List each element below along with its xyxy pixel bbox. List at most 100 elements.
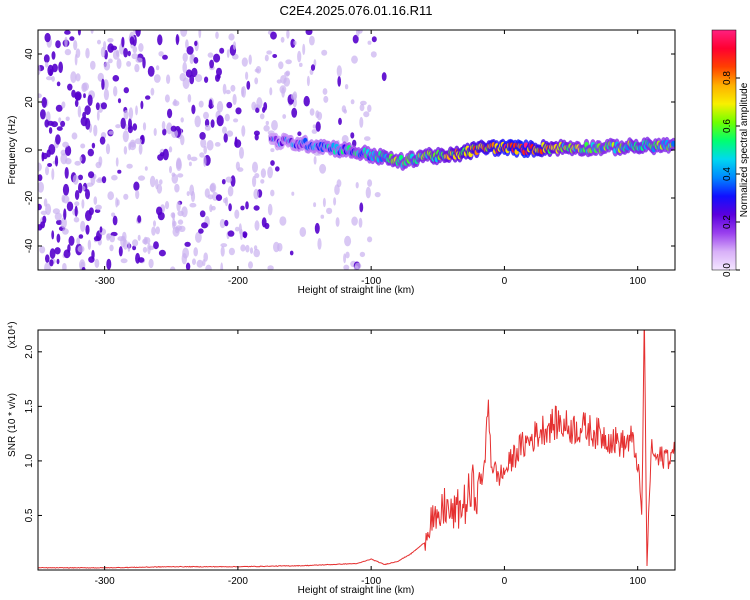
noise-speckle <box>112 75 120 82</box>
noise-speckle <box>127 125 133 134</box>
noise-speckle <box>49 248 56 259</box>
noise-speckle <box>138 43 144 52</box>
noise-speckle <box>261 217 267 228</box>
snr-x-ticks: -300 -200 -100 0 100 <box>95 330 646 587</box>
noise-speckle <box>93 235 101 242</box>
noise-speckle <box>67 244 71 253</box>
noise-speckle <box>291 107 298 118</box>
noise-speckle <box>271 120 278 131</box>
x-tick-label: -300 <box>95 576 115 587</box>
noise-speckle <box>63 208 67 220</box>
noise-speckle <box>128 107 134 120</box>
noise-speckle <box>193 57 199 64</box>
noise-speckle <box>153 241 159 250</box>
noise-speckle <box>135 30 141 37</box>
noise-speckle <box>103 88 109 101</box>
noise-speckle <box>55 104 63 112</box>
noise-speckle <box>164 94 170 103</box>
noise-speckle <box>117 236 125 242</box>
noise-speckle <box>322 88 328 95</box>
noise-speckle <box>97 39 101 45</box>
noise-speckle <box>94 258 100 268</box>
noise-speckle <box>74 201 80 207</box>
noise-speckle <box>309 108 315 116</box>
noise-speckle <box>122 130 129 143</box>
noise-speckle <box>65 145 72 156</box>
noise-speckle <box>42 215 47 224</box>
noise-speckle <box>189 202 197 208</box>
noise-speckle <box>56 258 60 265</box>
noise-speckle <box>333 197 337 206</box>
noise-speckle <box>111 174 118 181</box>
noise-speckle <box>249 247 254 254</box>
noise-speckle <box>56 126 63 131</box>
noise-speckle <box>174 183 180 193</box>
noise-speckle <box>71 132 78 140</box>
noise-speckle <box>74 99 79 108</box>
noise-speckle <box>132 123 138 131</box>
x-tick-label: 100 <box>629 276 646 287</box>
colorbar-tick-label: 0.8 <box>722 71 733 85</box>
y-tick-label: -20 <box>24 190 35 205</box>
noise-speckle <box>353 265 359 270</box>
noise-speckle <box>309 35 315 46</box>
noise-speckle <box>126 163 133 169</box>
x-tick-label: 100 <box>629 576 646 587</box>
noise-speckle <box>262 106 266 113</box>
noise-speckle <box>267 203 273 216</box>
noise-speckle <box>51 230 55 240</box>
noise-speckle <box>164 201 170 210</box>
noise-speckle <box>311 129 318 134</box>
noise-speckle <box>96 110 100 121</box>
noise-speckle <box>248 54 252 65</box>
noise-speckle <box>267 265 274 270</box>
noise-speckle <box>313 156 317 165</box>
noise-speckle <box>159 179 163 185</box>
noise-speckle <box>40 109 46 120</box>
noise-speckle <box>77 245 85 253</box>
noise-speckle <box>101 176 107 184</box>
noise-speckle <box>169 165 172 174</box>
noise-speckle <box>253 245 258 251</box>
noise-speckle <box>248 261 253 269</box>
spectrogram-x-ticks: -300 -200 -100 0 100 <box>95 30 646 287</box>
y-tick-label: 0.5 <box>24 508 35 522</box>
noise-speckle <box>74 205 78 217</box>
noise-speckle <box>43 54 50 63</box>
noise-speckle <box>224 113 230 122</box>
noise-speckle <box>264 54 269 62</box>
noise-speckle <box>51 168 55 181</box>
noise-speckle <box>117 169 122 174</box>
noise-speckle <box>144 237 151 244</box>
noise-speckle <box>118 246 123 257</box>
noise-speckle <box>234 209 240 219</box>
noise-speckle <box>351 55 358 64</box>
noise-speckle <box>245 71 249 81</box>
noise-speckle <box>192 258 196 266</box>
noise-speckle <box>277 242 283 252</box>
noise-speckle <box>171 173 179 184</box>
noise-speckle <box>153 74 161 83</box>
noise-speckle <box>157 34 163 46</box>
noise-speckle <box>224 219 229 227</box>
x-tick-label: -100 <box>361 276 381 287</box>
noise-speckle <box>85 118 91 130</box>
colorbar-tick-label: 0.4 <box>722 167 733 181</box>
noise-speckle <box>226 49 230 58</box>
noise-speckle <box>210 119 215 128</box>
noise-speckle <box>177 173 184 178</box>
noise-speckle <box>144 166 148 171</box>
noise-speckle <box>137 234 141 241</box>
noise-speckle <box>56 219 63 225</box>
noise-speckle <box>106 233 111 241</box>
noise-speckle <box>211 205 216 211</box>
noise-speckle <box>60 120 66 127</box>
y-tick-label: 0 <box>24 147 35 153</box>
noise-speckle <box>49 259 54 267</box>
spectrogram-y-ticks: -40 -20 0 20 40 <box>24 48 675 253</box>
noise-speckle <box>253 205 260 211</box>
noise-speckle <box>77 30 81 36</box>
noise-speckle <box>180 117 184 123</box>
noise-speckle <box>44 262 51 270</box>
